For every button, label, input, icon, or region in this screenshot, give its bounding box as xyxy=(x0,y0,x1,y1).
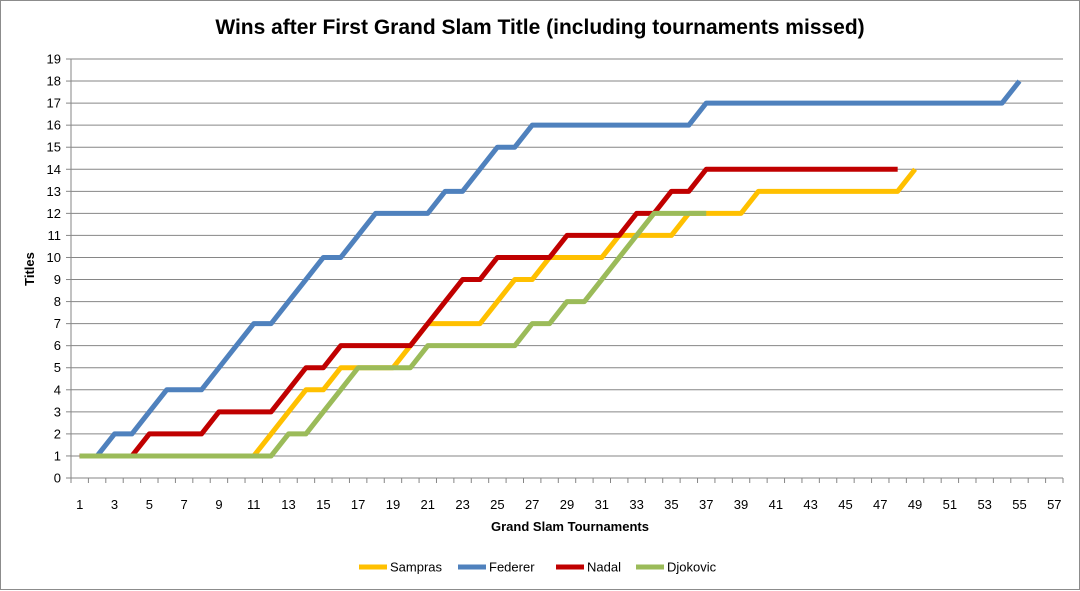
y-tick-label: 2 xyxy=(54,426,61,441)
x-tick-label: 27 xyxy=(525,497,539,512)
y-tick-label: 6 xyxy=(54,338,61,353)
series-line-sampras xyxy=(79,167,918,459)
y-tick-label: 10 xyxy=(47,250,61,265)
y-tick-label: 14 xyxy=(47,162,61,177)
x-tick-label: 37 xyxy=(699,497,713,512)
y-tick-label: 8 xyxy=(54,294,61,309)
legend-label: Djokovic xyxy=(667,560,717,575)
x-tick-label: 43 xyxy=(803,497,817,512)
legend: Sampras Federer Nadal Djokovic xyxy=(359,560,717,575)
series-line-djokovic xyxy=(79,210,707,459)
x-tick-label: 3 xyxy=(111,497,118,512)
y-tick-label: 19 xyxy=(47,52,61,67)
y-tick-label: 5 xyxy=(54,360,61,375)
y-tick-label: 12 xyxy=(47,206,61,221)
y-tick-label: 1 xyxy=(54,448,61,463)
x-tick-label: 57 xyxy=(1047,497,1061,512)
x-tick-label: 11 xyxy=(247,497,261,512)
x-tick-label: 13 xyxy=(281,497,295,512)
x-tick-label: 1 xyxy=(76,497,83,512)
x-tick-label: 9 xyxy=(215,497,222,512)
legend-label: Sampras xyxy=(390,560,443,575)
y-tick-label: 16 xyxy=(47,118,61,133)
x-tick-label: 41 xyxy=(769,497,783,512)
x-tick-label: 47 xyxy=(873,497,887,512)
x-tick-label: 23 xyxy=(455,497,469,512)
y-tick-label: 13 xyxy=(47,184,61,199)
legend-label: Federer xyxy=(489,560,535,575)
x-tick-label: 39 xyxy=(734,497,748,512)
x-tick-label: 33 xyxy=(629,497,643,512)
x-tick-label: 45 xyxy=(838,497,852,512)
x-tick-label: 35 xyxy=(664,497,678,512)
x-tick-label: 51 xyxy=(943,497,957,512)
x-tick-label: 5 xyxy=(146,497,153,512)
x-tick-labels: 1 3 5 7 9 11 13 15 17 19 21 23 25 27 29 31 33 35 37 39 41 43 4… xyxy=(76,497,1061,512)
x-tick-label: 7 xyxy=(181,497,188,512)
y-tick-label: 4 xyxy=(54,382,61,397)
x-tick-label: 21 xyxy=(421,497,435,512)
x-tick-label: 17 xyxy=(351,497,365,512)
y-tick-label: 3 xyxy=(54,404,61,419)
legend-label: Nadal xyxy=(587,560,621,575)
chart-title: Wins after First Grand Slam Title (inclu… xyxy=(215,16,864,39)
y-tick-label: 15 xyxy=(47,140,61,155)
axes xyxy=(70,59,1064,483)
series-lines xyxy=(79,79,1022,459)
x-tick-label: 29 xyxy=(560,497,574,512)
y-tick-label: 9 xyxy=(54,272,61,287)
x-axis-title: Grand Slam Tournaments xyxy=(491,519,649,534)
y-tick-label: 11 xyxy=(48,228,62,243)
y-tick-label: 0 xyxy=(54,471,61,486)
x-tick-label: 25 xyxy=(490,497,504,512)
x-tick-label: 49 xyxy=(908,497,922,512)
y-tick-label: 17 xyxy=(47,96,61,111)
y-tick-label: 7 xyxy=(54,316,61,331)
y-axis-title: Titles xyxy=(22,252,37,286)
x-tick-label: 53 xyxy=(977,497,991,512)
series-line-federer xyxy=(79,79,1022,459)
y-tick-label: 18 xyxy=(47,74,61,89)
x-tick-label: 55 xyxy=(1012,497,1026,512)
x-tick-label: 15 xyxy=(316,497,330,512)
series-line-nadal xyxy=(79,166,898,459)
x-tick-label: 31 xyxy=(595,497,609,512)
x-tick-label: 19 xyxy=(386,497,400,512)
